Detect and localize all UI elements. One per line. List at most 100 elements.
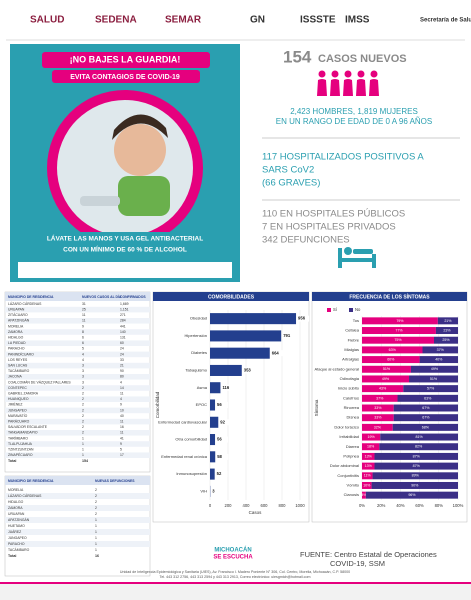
- table-cell: 3: [82, 369, 84, 373]
- bar-segment: [365, 491, 458, 499]
- row-bg: [5, 452, 150, 458]
- table-cell: 11: [82, 319, 86, 323]
- table-cell: 1: [95, 536, 97, 540]
- row-bg: [5, 362, 150, 369]
- category-label: Asma: [197, 385, 208, 390]
- source: FUENTE: Centro Estatal de Operaciones: [300, 550, 437, 559]
- table-cell: 1: [95, 530, 97, 534]
- value-label: 68%: [422, 425, 430, 429]
- value-label: 63%: [389, 348, 397, 352]
- row-bg: [5, 407, 150, 414]
- table-cell: JUNGAPEO: [8, 408, 27, 412]
- table-cell: 16: [120, 425, 124, 429]
- person-body: [369, 79, 379, 96]
- bar-segment: [437, 317, 458, 325]
- bar: [210, 330, 282, 342]
- value-label: 40%: [435, 358, 443, 362]
- legend-swatch: [327, 308, 331, 312]
- bed-icon: [338, 247, 376, 268]
- table-cell: 1: [95, 548, 97, 552]
- value-label: 664: [272, 350, 280, 355]
- table-cell: 5: [82, 347, 84, 351]
- table-cell: 10: [120, 408, 124, 412]
- table-cell: 9: [120, 442, 122, 446]
- table-cell: ZITÁCUARO: [8, 313, 28, 317]
- bar: [210, 382, 221, 394]
- brand: SE ESCUCHA: [213, 555, 253, 561]
- table-cell: 11: [82, 313, 86, 317]
- row-bg: [5, 493, 150, 499]
- person-body: [343, 79, 353, 96]
- bar-segment: [362, 394, 398, 402]
- bar-segment: [379, 443, 458, 451]
- value-label: 13%: [365, 454, 373, 458]
- value-label: 49%: [431, 367, 439, 371]
- table-cell: 2: [95, 494, 97, 498]
- value-label: 19%: [368, 435, 376, 439]
- bar-segment: [362, 336, 434, 344]
- table-cell: TACÁMBARO: [8, 548, 30, 552]
- value-label: 51%: [383, 367, 391, 371]
- logo: Secretaría de Salud: [420, 18, 471, 24]
- table-cell: 2: [95, 500, 97, 504]
- table-cell: ZAMORA: [8, 506, 23, 510]
- x-tick-label: 0%: [359, 503, 365, 508]
- people-icons: [317, 70, 379, 96]
- bar-segment: [374, 452, 458, 460]
- category-label: Tabaquismo: [185, 368, 207, 373]
- table-cell: 1,151: [120, 307, 129, 311]
- table-cell: 5: [120, 447, 122, 451]
- age-text: EN UN RANGO DE EDAD DE 0 A 96 AÑOS: [276, 117, 433, 126]
- bar-segment: [371, 481, 458, 489]
- footer-rule: [0, 582, 471, 584]
- category-label: Obesidad: [190, 316, 207, 321]
- table-cell: TZINTZUNTZAN: [8, 447, 34, 451]
- value-label: 43%: [379, 387, 387, 391]
- value-label: 75%: [394, 338, 402, 342]
- row-bg: [5, 517, 150, 523]
- table-cell: GABRIEL ZAMORA: [8, 391, 39, 395]
- category-label: Disnea: [347, 415, 360, 420]
- value-label: 21%: [444, 319, 452, 323]
- table-cell: APATZINGÁN: [8, 319, 30, 323]
- table-cell: 1: [95, 518, 97, 522]
- x-tick-label: 800: [279, 503, 287, 508]
- x-tick-label: 80%: [435, 503, 444, 508]
- bar-segment: [362, 346, 423, 354]
- bar-segment: [362, 404, 394, 412]
- cases-number: 154: [283, 47, 312, 66]
- value-label: 92: [220, 419, 225, 424]
- table-cell: MARAVATÍO: [8, 414, 28, 418]
- value-label: 51%: [430, 377, 438, 381]
- value-label: 33%: [374, 406, 382, 410]
- table-cell: CONTEPEC: [8, 386, 27, 390]
- value-label-bg: [219, 419, 232, 426]
- table-total: 16: [95, 554, 99, 558]
- child-face: [114, 124, 166, 176]
- table-cell: TACÁMBARO: [8, 369, 30, 373]
- table-cell: 9: [82, 324, 84, 328]
- category-label: Dolor abdominal: [330, 463, 359, 468]
- table-cell: 21: [120, 363, 124, 367]
- bar-segment: [435, 327, 458, 335]
- x-tick-label: 20%: [377, 503, 386, 508]
- value-label-bg: [297, 315, 310, 322]
- table-header-bg: [5, 292, 150, 301]
- category-label: Diarrea: [346, 444, 360, 449]
- hospital-text: SARS CoV2: [262, 165, 314, 176]
- category-label: Diabetes: [191, 350, 207, 355]
- table-cell: HIDALGO: [8, 500, 24, 504]
- value-label: 67%: [422, 416, 430, 420]
- y-axis-label: Comorbilidad: [155, 391, 160, 418]
- address: Tel. 443 312 2756, 443 313 2594 y 443 31…: [160, 575, 311, 579]
- poster-subtitle-bg: [52, 70, 200, 83]
- person-body: [317, 79, 327, 96]
- bar-segment: [362, 423, 393, 431]
- table-cell: 80: [120, 375, 124, 379]
- poster-title-bg: [42, 52, 210, 68]
- person-head: [318, 70, 326, 78]
- table-cell: 6: [82, 335, 84, 339]
- bar-segment: [362, 365, 411, 373]
- table-cell: TLALPUJAHUA: [8, 442, 33, 446]
